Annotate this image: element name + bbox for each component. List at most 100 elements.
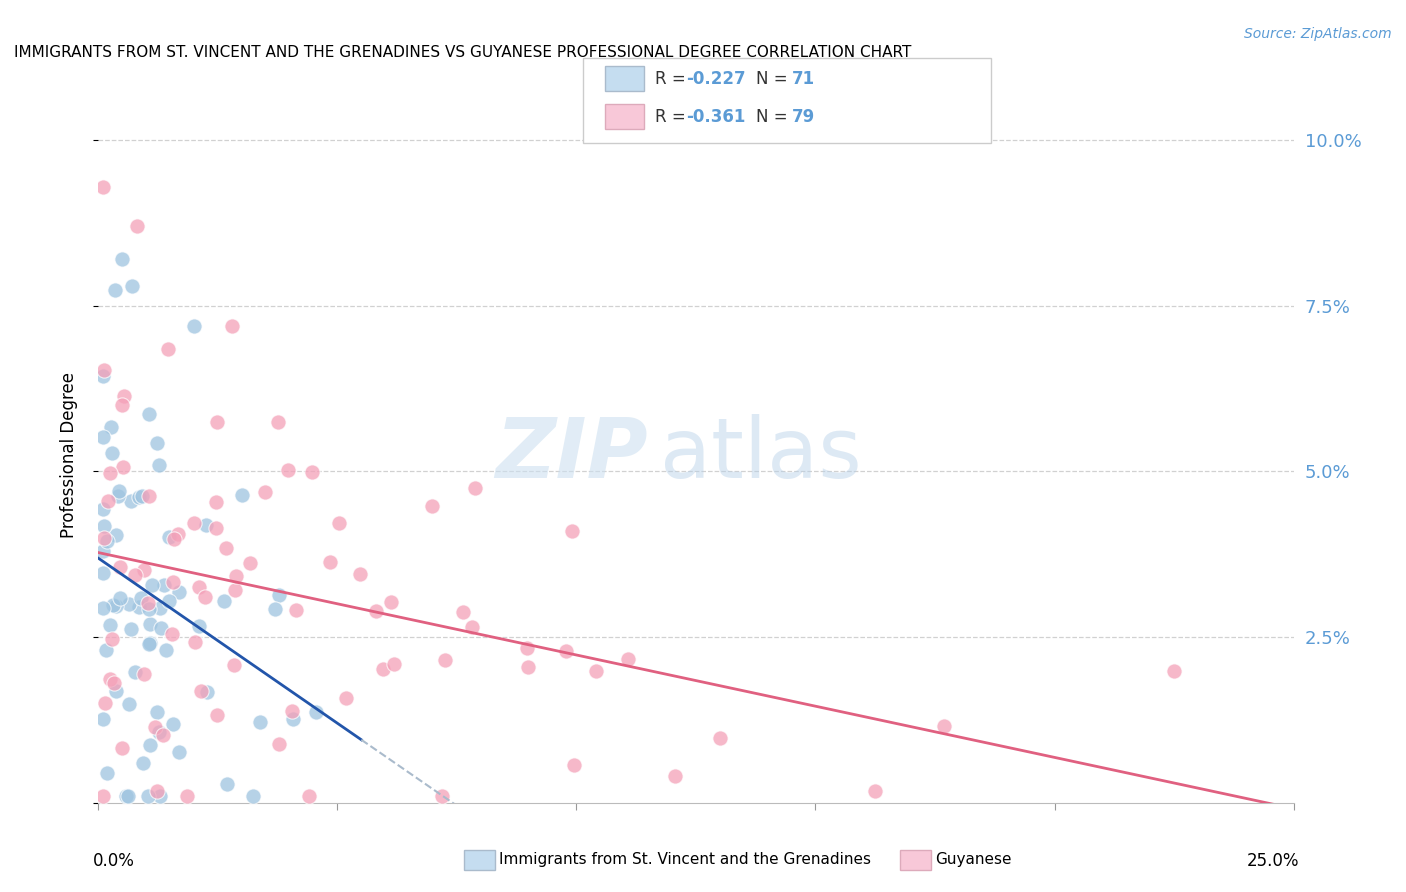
Text: R =: R = (655, 70, 692, 87)
Text: IMMIGRANTS FROM ST. VINCENT AND THE GRENADINES VS GUYANESE PROFESSIONAL DEGREE C: IMMIGRANTS FROM ST. VINCENT AND THE GREN… (14, 45, 911, 60)
Point (214, 594, 236, 608)
Point (281, 704, 304, 718)
Point (205, 707, 228, 722)
Point (349, 566, 371, 581)
Y-axis label: Professional Degree: Professional Degree (59, 372, 77, 538)
Point (420, 500, 443, 514)
Point (149, 601, 172, 615)
Point (132, 667, 155, 681)
Point (301, 465, 323, 479)
Point (190, 684, 212, 698)
Point (176, 789, 198, 804)
Point (239, 556, 262, 570)
Point (146, 436, 169, 450)
Point (110, 591, 132, 606)
Point (98, 466, 121, 480)
Point (139, 738, 162, 752)
Text: -0.361: -0.361 (686, 108, 745, 126)
Point (111, 252, 134, 267)
Point (382, 657, 405, 671)
Text: N =: N = (756, 108, 793, 126)
Point (222, 657, 245, 672)
Point (305, 705, 328, 719)
Point (562, 757, 585, 772)
Point (281, 712, 304, 726)
Point (98, 617, 121, 632)
Point (108, 560, 131, 574)
Point (205, 415, 228, 429)
Point (104, 684, 127, 698)
Point (167, 527, 190, 541)
Point (263, 602, 285, 616)
Point (120, 622, 142, 636)
Point (138, 789, 160, 804)
Point (517, 660, 540, 674)
Point (128, 490, 150, 504)
Point (709, 731, 731, 745)
Point (267, 587, 290, 601)
Point (195, 685, 218, 699)
Point (183, 516, 205, 530)
Point (91, 502, 114, 516)
Point (561, 524, 583, 538)
Point (224, 582, 246, 597)
Point (285, 603, 308, 617)
Point (107, 489, 129, 503)
Text: atlas: atlas (661, 415, 862, 495)
Text: Immigrants from St. Vincent and the Grenadines: Immigrants from St. Vincent and the Gren… (499, 853, 872, 867)
Point (149, 789, 172, 804)
Text: R =: R = (655, 108, 692, 126)
Point (249, 715, 271, 730)
Point (91, 544, 114, 558)
Text: 25.0%: 25.0% (1247, 852, 1299, 870)
Point (432, 789, 454, 804)
Point (138, 601, 160, 615)
Point (267, 416, 290, 430)
Point (371, 662, 394, 676)
Point (319, 555, 342, 569)
Point (91, 712, 114, 726)
Point (157, 593, 180, 607)
Text: -0.227: -0.227 (686, 70, 745, 87)
Point (125, 219, 148, 234)
Point (555, 644, 578, 658)
Point (103, 676, 125, 690)
Text: ZIP: ZIP (495, 415, 648, 495)
Point (253, 485, 276, 500)
Point (328, 516, 350, 531)
Point (117, 789, 139, 804)
Point (94, 643, 117, 657)
Point (101, 598, 124, 612)
Point (155, 643, 177, 657)
Point (138, 489, 160, 503)
Point (91, 789, 114, 804)
Point (136, 596, 159, 610)
Point (380, 595, 402, 609)
Point (183, 318, 205, 333)
Point (145, 706, 167, 720)
Point (105, 599, 128, 613)
Point (100, 632, 122, 647)
Point (111, 459, 134, 474)
Point (96, 534, 118, 549)
Text: 0.0%: 0.0% (93, 852, 135, 870)
Point (865, 784, 887, 798)
Point (104, 527, 127, 541)
Point (194, 591, 217, 605)
Point (157, 530, 180, 544)
Point (124, 567, 146, 582)
Point (118, 597, 141, 611)
Point (131, 489, 153, 503)
Point (298, 789, 321, 804)
Point (269, 738, 291, 752)
Point (451, 606, 474, 620)
Point (93, 531, 115, 545)
Point (138, 408, 160, 422)
Point (129, 591, 152, 606)
Point (162, 575, 184, 590)
Point (162, 717, 184, 731)
Point (194, 518, 217, 533)
Point (148, 458, 170, 472)
Point (163, 532, 186, 546)
Point (187, 619, 209, 633)
